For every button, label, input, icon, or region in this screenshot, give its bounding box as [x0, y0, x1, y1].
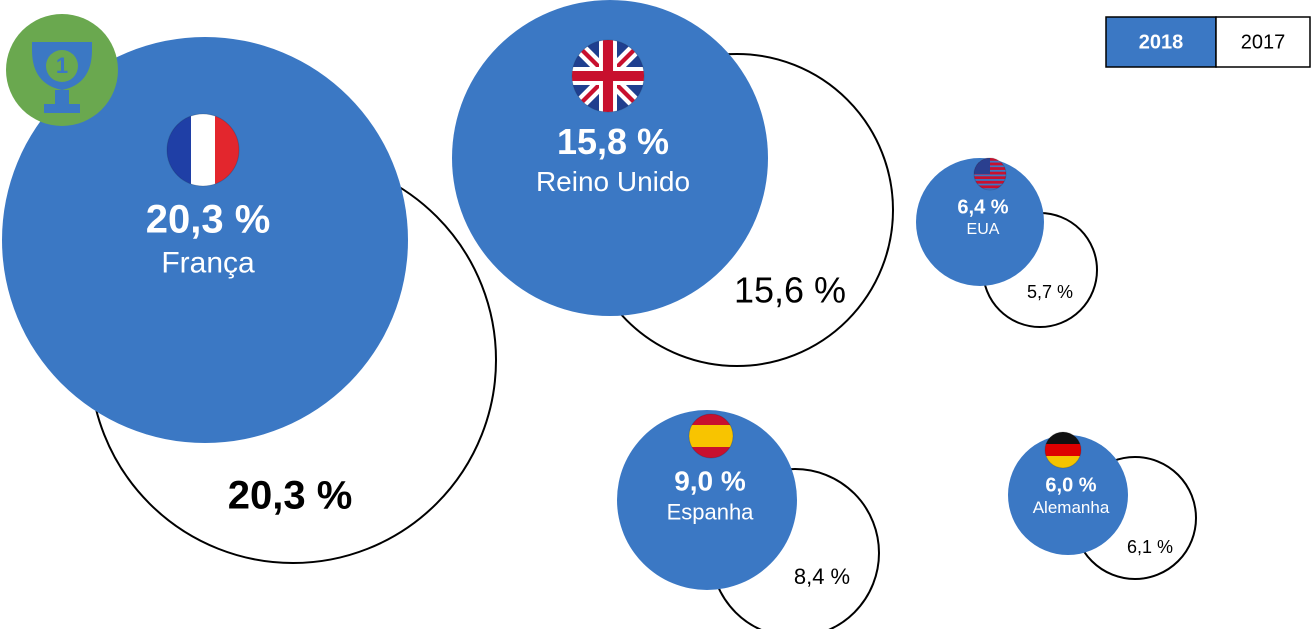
svg-text:1: 1 — [56, 53, 68, 78]
value-label-2018: 9,0 % — [674, 466, 746, 497]
bubble-2018 — [452, 0, 768, 316]
flag-rim — [973, 157, 1007, 191]
flag-body — [689, 414, 733, 458]
bubbles-2018: 20,3 % França 15,8 % Reino Unido 6,4 % EUA 9,0… — [2, 0, 1128, 590]
country-name: Reino Unido — [536, 166, 690, 197]
flag-body — [572, 40, 644, 112]
value-label-2017: 6,1 % — [1127, 537, 1173, 557]
value-label-2017: 5,7 % — [1027, 282, 1073, 302]
trophy-badge: 1 — [6, 14, 118, 126]
flag-stripe — [689, 414, 733, 426]
flag-stripe — [689, 447, 733, 458]
flag-icon — [571, 39, 645, 113]
flag-icon — [688, 413, 734, 459]
country-name: EUA — [967, 221, 1000, 238]
flag-rim — [688, 413, 734, 459]
flag-stripe — [974, 185, 1006, 189]
flag-icon — [1044, 431, 1082, 469]
legend: 2018 2017 — [1105, 16, 1311, 68]
legend-box — [1105, 16, 1217, 68]
legend-button[interactable]: 2018 — [1105, 16, 1217, 68]
flag-stripe — [689, 425, 733, 437]
country-name: Alemanha — [1033, 498, 1110, 517]
flag-rim — [571, 39, 645, 113]
flag-rim — [166, 113, 240, 187]
bubble-2018 — [617, 410, 797, 590]
value-label-2018: 20,3 % — [146, 198, 271, 242]
value-label-2017: 8,4 % — [794, 564, 850, 589]
legend-label: 2017 — [1241, 31, 1286, 53]
flag-icon — [166, 113, 240, 187]
flag-stripe — [689, 436, 733, 448]
country-name: França — [161, 246, 255, 279]
flag-cross — [572, 40, 644, 112]
value-label-2018: 15,8 % — [557, 121, 669, 162]
flag-stripe — [1045, 456, 1081, 468]
bubble-2018 — [2, 37, 408, 443]
bubble-2018 — [1008, 435, 1128, 555]
value-label-2018: 6,4 % — [957, 196, 1008, 218]
flag-stripe — [974, 176, 1006, 180]
flag-stripe — [1045, 432, 1081, 445]
country-name: Espanha — [667, 500, 755, 525]
flag-rim — [1044, 431, 1082, 469]
value-label-2018: 6,0 % — [1045, 474, 1096, 496]
flag-stripe — [974, 180, 1006, 184]
flag-stripe — [191, 114, 216, 186]
flag-body — [1045, 432, 1081, 468]
value-label-2017: 15,6 % — [734, 270, 846, 311]
bubble-2018 — [916, 158, 1044, 286]
flag-stripe — [1045, 444, 1081, 457]
legend-label: 2018 — [1139, 31, 1184, 53]
value-label-2017: 20,3 % — [228, 474, 353, 518]
legend-box — [1215, 16, 1311, 68]
legend-button[interactable]: 2017 — [1215, 16, 1311, 68]
